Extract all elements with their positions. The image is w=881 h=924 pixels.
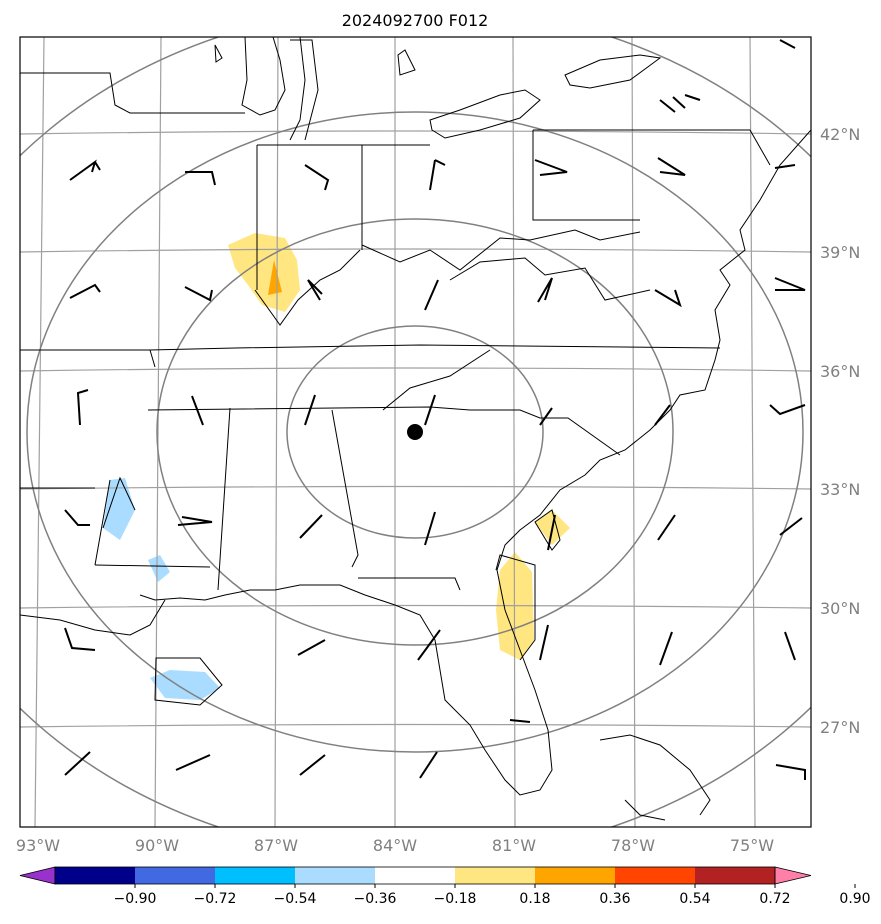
colorbar-tick-label: −0.18 bbox=[434, 891, 477, 907]
colorbar-tick-label: 0.54 bbox=[679, 891, 710, 907]
lon-label-75: 75°W bbox=[730, 836, 774, 855]
colorbar-segment bbox=[615, 867, 695, 884]
lat-label-27: 27°N bbox=[820, 718, 860, 737]
shade-louisiana-blue bbox=[148, 555, 170, 582]
colorbar-segment bbox=[695, 867, 775, 884]
lon-label-81: 81°W bbox=[492, 836, 536, 855]
shaded-regions bbox=[103, 233, 570, 700]
colorbar-segment bbox=[135, 867, 215, 884]
lon-label-93: 93°W bbox=[16, 836, 60, 855]
colorbar-segment bbox=[295, 867, 375, 884]
colorbar-tick-label: 0.36 bbox=[599, 891, 630, 907]
map-title: 2024092700 F012 bbox=[342, 11, 489, 30]
colorbar-tick-label: −0.36 bbox=[354, 891, 397, 907]
range-rings bbox=[20, 37, 811, 827]
lon-label-84: 84°W bbox=[373, 836, 417, 855]
latitude-gridlines bbox=[20, 130, 811, 728]
lat-label-33: 33°N bbox=[820, 480, 860, 499]
colorbar-border bbox=[54, 866, 776, 885]
colorbar-segment bbox=[535, 867, 615, 884]
colorbar-segment bbox=[455, 867, 535, 884]
colorbar-tick-labels: −0.90 −0.72 −0.54 −0.36 −0.18 0.18 0.36 0.54 0.7… bbox=[114, 884, 871, 907]
wind-barbs bbox=[64, 39, 806, 780]
shade-gulf-blue bbox=[150, 670, 220, 700]
colorbar-extend-high bbox=[774, 866, 812, 885]
latitude-labels: 42°N 39°N 36°N 33°N 30°N 27°N bbox=[820, 125, 860, 737]
lon-label-87: 87°W bbox=[254, 836, 298, 855]
colorbar-segment bbox=[215, 867, 295, 884]
shade-kentucky-orange bbox=[268, 260, 282, 295]
center-marker-dot bbox=[407, 424, 423, 440]
longitude-labels: 93°W 90°W 87°W 84°W 81°W 78°W 75°W bbox=[16, 836, 774, 855]
lat-label-42: 42°N bbox=[820, 125, 860, 144]
colorbar-extend-low bbox=[19, 866, 56, 885]
colorbar-tick-label: 0.72 bbox=[759, 891, 790, 907]
lon-label-78: 78°W bbox=[611, 836, 655, 855]
colorbar-tick-label: 0.18 bbox=[519, 891, 550, 907]
colorbar-tick-label: 0.90 bbox=[839, 891, 870, 907]
colorbar-segments bbox=[19, 866, 812, 885]
colorbar-tick-label: −0.72 bbox=[194, 891, 237, 907]
lat-label-30: 30°N bbox=[820, 599, 860, 618]
shade-kentucky-yellow bbox=[228, 233, 300, 312]
lat-label-39: 39°N bbox=[820, 243, 860, 262]
lat-label-36: 36°N bbox=[820, 362, 860, 381]
map-frame bbox=[19, 36, 812, 828]
colorbar-tick-label: −0.90 bbox=[114, 891, 157, 907]
colorbar-tick-label: −0.54 bbox=[274, 891, 317, 907]
colorbar-segment bbox=[375, 867, 455, 884]
colorbar-segment bbox=[55, 867, 135, 884]
lon-label-90: 90°W bbox=[135, 836, 179, 855]
colorbar: −0.90 −0.72 −0.54 −0.36 −0.18 0.18 0.36 0.54 0.7… bbox=[19, 866, 871, 907]
